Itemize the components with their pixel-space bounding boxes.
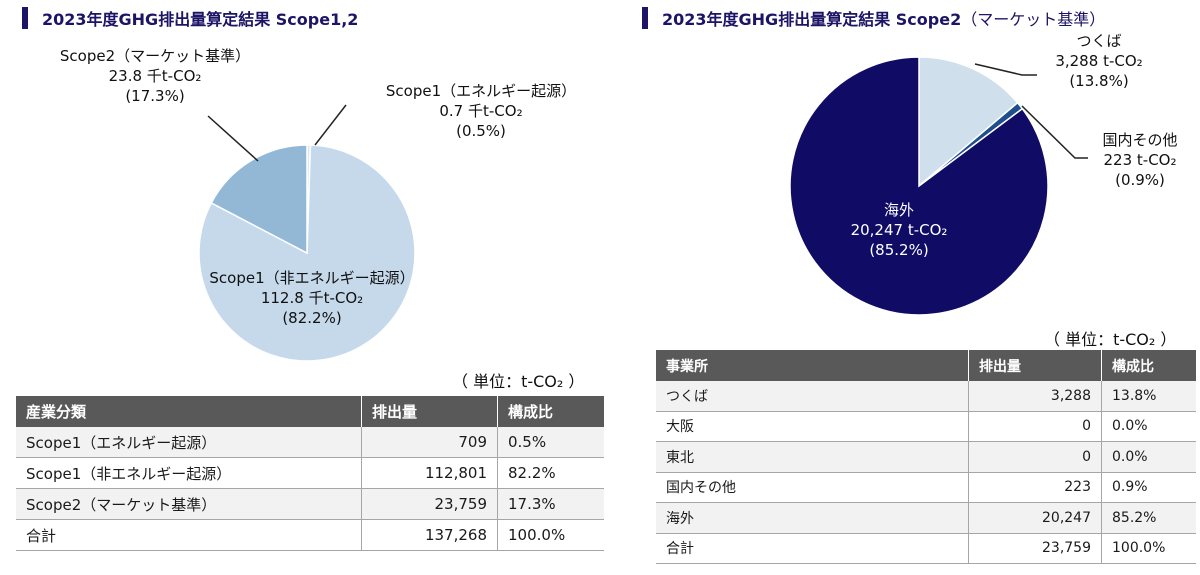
table-row-total: 合計 137,268 100.0%	[16, 519, 604, 551]
leader-line-scope1-energy	[314, 104, 347, 146]
unit-note: （ 単位：t-CO₂ ）	[452, 372, 585, 391]
emissions-table-scope2: 事業所 排出量 構成比 つくば 3,288 13.8% 大阪 0 0.0% 東北…	[656, 350, 1196, 564]
cell-ratio: 0.9%	[1101, 472, 1196, 503]
label-scope2-name: Scope2（マーケット基準）	[60, 47, 250, 65]
label-overseas-pct: (85.2%)	[869, 241, 928, 259]
cell-emissions: 0	[968, 411, 1102, 442]
cell-site: 海外	[656, 502, 969, 534]
emissions-table-scope12: 産業分類 排出量 構成比 Scope1（エネルギー起源） 709 0.5% Sc…	[16, 396, 604, 551]
chart-title: 2023年度GHG排出量算定結果 Scope2（マーケット基準）	[662, 10, 1106, 29]
table-row: Scope1（エネルギー起源） 709 0.5%	[16, 427, 604, 458]
cell-emissions: 20,247	[968, 502, 1102, 534]
cell-emissions: 23,759	[968, 533, 1102, 564]
cell-ratio: 100.0%	[497, 519, 604, 551]
leader-line-scope2	[207, 115, 259, 162]
header-ratio: 構成比	[1101, 350, 1196, 381]
label-domestic-other-value: 223 t-CO₂	[1103, 151, 1176, 169]
table-header-row: 産業分類 排出量 構成比	[16, 396, 604, 427]
chart-title-bar: 2023年度GHG排出量算定結果 Scope2（マーケット基準）	[642, 6, 1105, 30]
cell-ratio: 85.2%	[1101, 502, 1196, 534]
table-row-total: 合計 23,759 100.0%	[656, 533, 1196, 564]
pie-chart-scope2: つくば 3,288 t-CO₂ (13.8%) 国内その他 223 t-CO₂ …	[789, 32, 1178, 316]
table-row: 海外 20,247 85.2%	[656, 502, 1196, 534]
cell-site: 国内その他	[656, 472, 969, 503]
label-scope2-value: 23.8 千t-CO₂	[109, 67, 202, 85]
chart-title-bar: 2023年度GHG排出量算定結果 Scope1,2	[22, 6, 358, 30]
pie-chart-scope12: Scope2（マーケット基準） 23.8 千t-CO₂ (17.3%) Scop…	[60, 47, 576, 362]
cell-emissions: 112,801	[361, 457, 498, 489]
cell-ratio: 0.0%	[1101, 441, 1196, 473]
pie-slices	[198, 144, 416, 362]
table-header-row: 事業所 排出量 構成比	[656, 350, 1196, 381]
label-tsukuba-pct: (13.8%)	[1069, 72, 1128, 90]
label-scope1-nonenergy-value: 112.8 千t-CO₂	[261, 289, 363, 307]
label-tsukuba-value: 3,288 t-CO₂	[1055, 52, 1142, 70]
table-row: 大阪 0 0.0%	[656, 411, 1196, 442]
cell-category: 合計	[16, 519, 362, 551]
cell-site: つくば	[656, 381, 969, 412]
leader-line-domestic-other	[1021, 105, 1088, 159]
cell-site: 東北	[656, 441, 969, 473]
header-emissions: 排出量	[361, 396, 498, 427]
header-emissions: 排出量	[968, 350, 1102, 381]
title-accent-bar	[642, 7, 648, 29]
cell-ratio: 13.8%	[1101, 381, 1196, 412]
label-scope1-energy-name: Scope1（エネルギー起源）	[386, 82, 576, 100]
cell-emissions: 223	[968, 472, 1102, 503]
cell-ratio: 0.0%	[1101, 411, 1196, 442]
cell-category: Scope1（エネルギー起源）	[16, 427, 362, 458]
cell-ratio: 17.3%	[497, 488, 604, 520]
label-overseas-value: 20,247 t-CO₂	[851, 221, 948, 239]
table-row: Scope1（非エネルギー起源） 112,801 82.2%	[16, 457, 604, 489]
table-row: 国内その他 223 0.9%	[656, 472, 1196, 503]
pie-slices	[789, 56, 1049, 316]
cell-ratio: 0.5%	[497, 427, 604, 458]
cell-site: 大阪	[656, 411, 969, 442]
header-site: 事業所	[656, 350, 969, 381]
title-accent-bar	[22, 7, 28, 29]
label-scope2-pct: (17.3%)	[125, 87, 184, 105]
cell-ratio: 82.2%	[497, 457, 604, 489]
cell-category: Scope1（非エネルギー起源）	[16, 457, 362, 489]
cell-ratio: 100.0%	[1101, 533, 1196, 564]
cell-emissions: 137,268	[361, 519, 498, 551]
unit-note: （ 単位：t-CO₂ ）	[1044, 330, 1177, 349]
leader-line-tsukuba	[974, 63, 1037, 76]
label-scope1-energy-pct: (0.5%)	[456, 122, 506, 140]
pie-slice-2	[210, 144, 308, 255]
cell-category: Scope2（マーケット基準）	[16, 488, 362, 520]
pie-slice-2	[789, 56, 1049, 316]
cell-site: 合計	[656, 533, 969, 564]
pie-slice-0	[918, 56, 1019, 188]
cell-emissions: 23,759	[361, 488, 498, 520]
chart-title: 2023年度GHG排出量算定結果 Scope1,2	[42, 10, 359, 29]
cell-emissions: 0	[968, 441, 1102, 473]
header-ratio: 構成比	[497, 396, 604, 427]
label-scope1-nonenergy-pct: (82.2%)	[282, 309, 341, 327]
table-row: Scope2（マーケット基準） 23,759 17.3%	[16, 488, 604, 520]
label-overseas-name: 海外	[884, 201, 914, 219]
cell-emissions: 709	[361, 427, 498, 458]
header-category: 産業分類	[16, 396, 362, 427]
cell-emissions: 3,288	[968, 381, 1102, 412]
chart-subtitle: （マーケット基準）	[961, 10, 1106, 29]
table-row: つくば 3,288 13.8%	[656, 381, 1196, 412]
right-panel: 2023年度GHG排出量算定結果 Scope2（マーケット基準） つくば 3,2…	[630, 0, 1200, 575]
label-tsukuba-name: つくば	[1076, 32, 1121, 50]
label-scope1-energy-value: 0.7 千t-CO₂	[439, 102, 522, 120]
label-scope1-nonenergy-name: Scope1（非エネルギー起源）	[209, 269, 414, 287]
label-domestic-other-pct: (0.9%)	[1115, 171, 1165, 189]
table-row: 東北 0 0.0%	[656, 441, 1196, 473]
left-panel: 2023年度GHG排出量算定結果 Scope1,2 Scope2（マーケット基準…	[16, 6, 604, 551]
label-domestic-other-name: 国内その他	[1102, 131, 1177, 149]
